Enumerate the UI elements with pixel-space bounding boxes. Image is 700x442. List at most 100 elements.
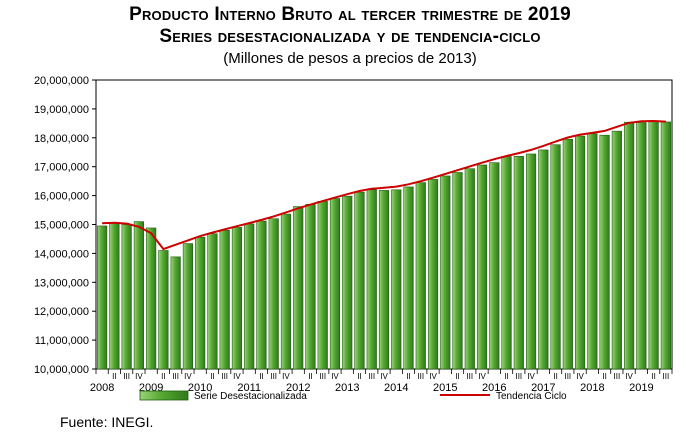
trend-line xyxy=(102,119,666,251)
bar xyxy=(538,149,549,370)
bar xyxy=(366,189,377,370)
year-label: 2014 xyxy=(384,382,408,394)
quarter-label: IV xyxy=(625,372,633,381)
quarter-label: IV xyxy=(380,372,388,381)
bar xyxy=(378,190,390,370)
bar xyxy=(158,250,169,370)
bar xyxy=(268,218,279,370)
legend-label-bars: Serie Desestacionalizada xyxy=(194,391,307,402)
bar xyxy=(391,189,402,370)
chart-subtitle: (Millones de pesos a precios de 2013) xyxy=(223,50,477,67)
quarter-label: II xyxy=(406,372,410,381)
year-label: 2010 xyxy=(188,382,212,394)
bar xyxy=(611,130,622,370)
bar xyxy=(170,256,181,370)
year-label: 2019 xyxy=(629,382,653,394)
year-label: 2011 xyxy=(237,382,261,394)
bar xyxy=(109,223,120,370)
quarter-label: III xyxy=(270,372,277,381)
bar xyxy=(440,175,451,370)
quarter-label: IV xyxy=(233,372,241,381)
bar xyxy=(146,227,157,370)
bar xyxy=(133,221,144,370)
bar xyxy=(562,138,573,370)
legend: Serie Desestacionalizada Tendencia Ciclo xyxy=(139,390,567,402)
bar xyxy=(550,144,561,370)
y-tick-label: 19,000,000 xyxy=(34,104,89,116)
bar xyxy=(464,168,475,370)
quarter-label: III xyxy=(564,372,571,381)
y-tick-label: 15,000,000 xyxy=(34,220,89,232)
bar xyxy=(354,191,365,370)
quarter-label: III xyxy=(515,372,522,381)
bar xyxy=(599,134,610,370)
bar xyxy=(280,213,292,370)
bar xyxy=(207,233,218,370)
quarter-label: III xyxy=(368,372,375,381)
bar xyxy=(256,220,267,370)
bar xyxy=(476,164,488,370)
quarter-label: II xyxy=(308,372,312,381)
quarter-label: III xyxy=(123,372,130,381)
year-label: 2008 xyxy=(90,382,114,394)
bar xyxy=(329,198,341,370)
bar xyxy=(660,121,671,370)
bars-group xyxy=(97,121,671,370)
bar xyxy=(219,229,230,370)
bar xyxy=(121,224,132,370)
quarter-label: II xyxy=(455,372,459,381)
y-tick-label: 10,000,000 xyxy=(34,364,89,376)
chart-title-line2: Series desestacionalizada y de tendencia… xyxy=(159,26,541,47)
bar xyxy=(575,135,586,370)
bar xyxy=(501,156,512,370)
bar xyxy=(342,195,353,370)
quarter-label: III xyxy=(663,372,670,381)
y-tick-label: 13,000,000 xyxy=(34,277,89,289)
quarter-label: II xyxy=(161,372,165,381)
y-tick-label: 11,000,000 xyxy=(35,335,89,347)
bar xyxy=(317,201,328,370)
y-tick-label: 20,000,000 xyxy=(34,75,89,87)
bar xyxy=(427,179,439,370)
bar xyxy=(636,122,647,370)
quarter-label: III xyxy=(417,372,424,381)
bar xyxy=(305,203,316,370)
bar xyxy=(182,243,193,370)
bar xyxy=(513,155,524,370)
bar xyxy=(525,153,537,370)
quarter-label: IV xyxy=(135,372,143,381)
quarter-label: III xyxy=(466,372,473,381)
quarter-label: II xyxy=(259,372,263,381)
y-tick-label: 18,000,000 xyxy=(34,133,89,145)
quarter-label: III xyxy=(614,372,621,381)
bar xyxy=(648,121,659,370)
y-tick-label: 14,000,000 xyxy=(34,248,89,260)
quarter-label: II xyxy=(553,372,557,381)
year-label: 2015 xyxy=(433,382,457,394)
bar xyxy=(489,162,500,370)
quarter-label: IV xyxy=(478,372,486,381)
quarter-label: IV xyxy=(184,372,192,381)
bar xyxy=(293,206,304,370)
year-label: 2013 xyxy=(335,382,359,394)
quarter-label: IV xyxy=(429,372,437,381)
legend-swatch-bars xyxy=(139,390,189,401)
bar xyxy=(244,223,255,370)
source-note: Fuente: INEGI. xyxy=(60,414,154,430)
bar xyxy=(403,186,414,370)
bar xyxy=(195,236,206,370)
quarter-label: IV xyxy=(331,372,339,381)
bar xyxy=(587,133,598,370)
quarter-label: IV xyxy=(527,372,535,381)
chart-title-line1: Producto Interno Bruto al tercer trimest… xyxy=(129,4,571,25)
y-tick-label: 12,000,000 xyxy=(34,306,89,318)
quarter-label: II xyxy=(112,372,116,381)
quarter-label: IV xyxy=(576,372,584,381)
quarter-label: II xyxy=(651,372,655,381)
quarter-label: II xyxy=(602,372,606,381)
quarter-label: IV xyxy=(282,372,290,381)
quarter-label: II xyxy=(504,372,508,381)
tick-labels-group: 10,000,000 11,000,000 12,000,000 13,000,000… xyxy=(34,75,669,394)
bar xyxy=(624,121,635,370)
